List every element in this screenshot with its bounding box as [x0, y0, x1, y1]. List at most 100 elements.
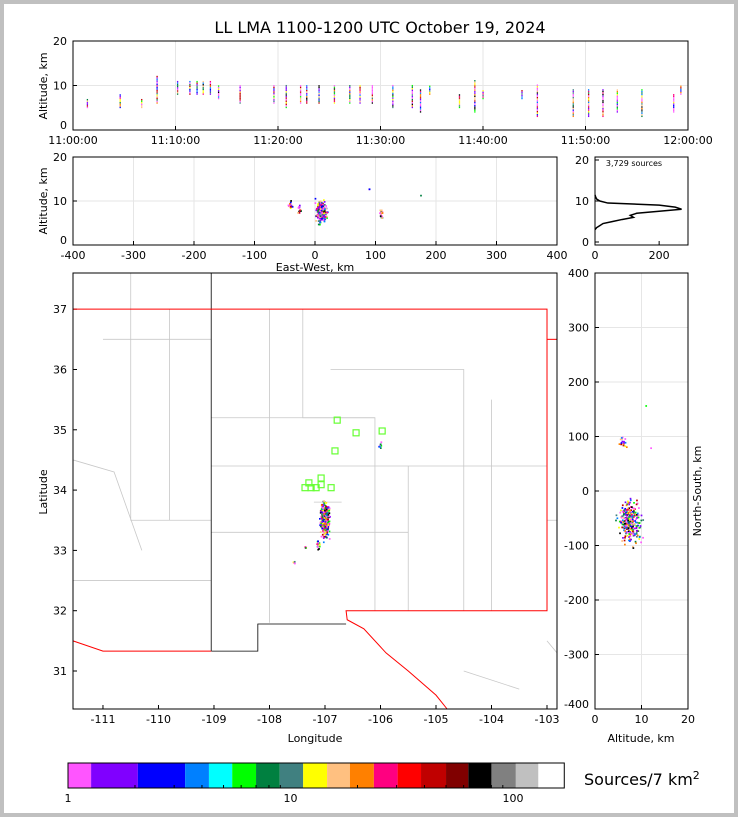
source-point: [625, 514, 627, 516]
source-point: [326, 217, 328, 219]
source-point: [673, 103, 675, 105]
source-point: [411, 100, 413, 102]
source-point: [323, 532, 326, 535]
source-point: [411, 97, 413, 99]
source-point: [333, 91, 336, 93]
source-point: [322, 203, 324, 205]
source-point: [359, 99, 361, 101]
source-point: [318, 212, 321, 215]
source-point: [320, 504, 323, 507]
source-point: [141, 98, 143, 101]
source-point: [273, 92, 275, 95]
source-point: [628, 525, 630, 528]
source-point: [324, 511, 327, 514]
source-point: [392, 98, 394, 101]
source-point: [318, 205, 321, 208]
source-point: [318, 211, 320, 213]
source-point: [474, 100, 476, 102]
source-point: [176, 85, 179, 88]
source-point: [299, 88, 302, 90]
x-tick-label: -107: [313, 713, 338, 726]
source-point: [323, 217, 326, 220]
source-point: [319, 216, 321, 218]
source-point: [474, 97, 476, 99]
source-point: [620, 509, 622, 512]
source-point: [322, 509, 324, 512]
source-point: [320, 203, 323, 206]
source-point: [620, 516, 623, 519]
source-point: [325, 518, 327, 520]
source-point: [587, 115, 590, 118]
source-point: [392, 86, 394, 88]
source-point: [321, 521, 323, 523]
source-point: [314, 197, 317, 200]
source-point: [392, 100, 394, 102]
source-point: [482, 90, 484, 92]
source-point: [379, 446, 381, 448]
source-point: [319, 217, 322, 219]
source-point: [622, 517, 625, 519]
source-point: [521, 90, 523, 92]
source-point: [119, 103, 121, 106]
source-point: [429, 85, 431, 88]
source-point: [285, 100, 287, 102]
source-point: [642, 519, 645, 521]
source-point: [239, 102, 241, 104]
source-point: [202, 80, 204, 83]
source-point: [618, 526, 620, 529]
source-point: [327, 523, 330, 526]
source-point: [306, 96, 308, 98]
source-point: [635, 535, 638, 538]
source-point: [626, 531, 629, 534]
source-point: [321, 526, 324, 529]
x-tick-label: -106: [368, 713, 393, 726]
source-point: [641, 112, 643, 114]
source-point: [641, 89, 643, 91]
source-point: [326, 507, 328, 509]
map-xlabel: Longitude: [288, 732, 343, 745]
source-point: [673, 111, 675, 113]
source-point: [631, 520, 634, 523]
source-point: [616, 98, 618, 101]
source-point: [629, 497, 632, 500]
source-point: [141, 102, 143, 104]
source-point: [621, 515, 623, 518]
source-point: [119, 106, 121, 109]
source-point: [317, 545, 320, 548]
y-tick-label: -200: [564, 594, 589, 607]
source-point: [627, 524, 630, 527]
source-point: [359, 102, 361, 104]
source-point: [323, 535, 326, 538]
x-tick-label: 0: [592, 713, 599, 726]
x-tick-label: 200: [426, 249, 447, 262]
source-point: [482, 97, 484, 100]
source-point: [328, 507, 331, 510]
source-point: [641, 107, 643, 110]
source-point: [320, 215, 323, 218]
x-tick-label: 100: [365, 249, 386, 262]
source-point: [616, 100, 618, 102]
source-point: [380, 444, 383, 447]
source-point: [621, 504, 624, 507]
source-point: [624, 517, 627, 520]
source-point: [299, 97, 302, 100]
source-point: [156, 94, 158, 96]
source-point: [324, 218, 327, 221]
source-point: [320, 524, 323, 526]
source-point: [333, 89, 336, 92]
source-point: [202, 82, 204, 84]
source-point: [322, 207, 325, 209]
source-point: [196, 80, 198, 83]
source-point: [156, 99, 158, 101]
source-point: [317, 542, 320, 545]
source-point: [429, 90, 431, 92]
source-point: [619, 532, 621, 535]
source-point: [299, 102, 302, 104]
source-point: [381, 217, 383, 219]
source-point: [633, 508, 635, 511]
source-point: [318, 94, 320, 96]
histogram-line: [594, 194, 682, 231]
source-point: [325, 514, 328, 517]
source-point: [322, 514, 325, 517]
source-point: [285, 97, 287, 99]
